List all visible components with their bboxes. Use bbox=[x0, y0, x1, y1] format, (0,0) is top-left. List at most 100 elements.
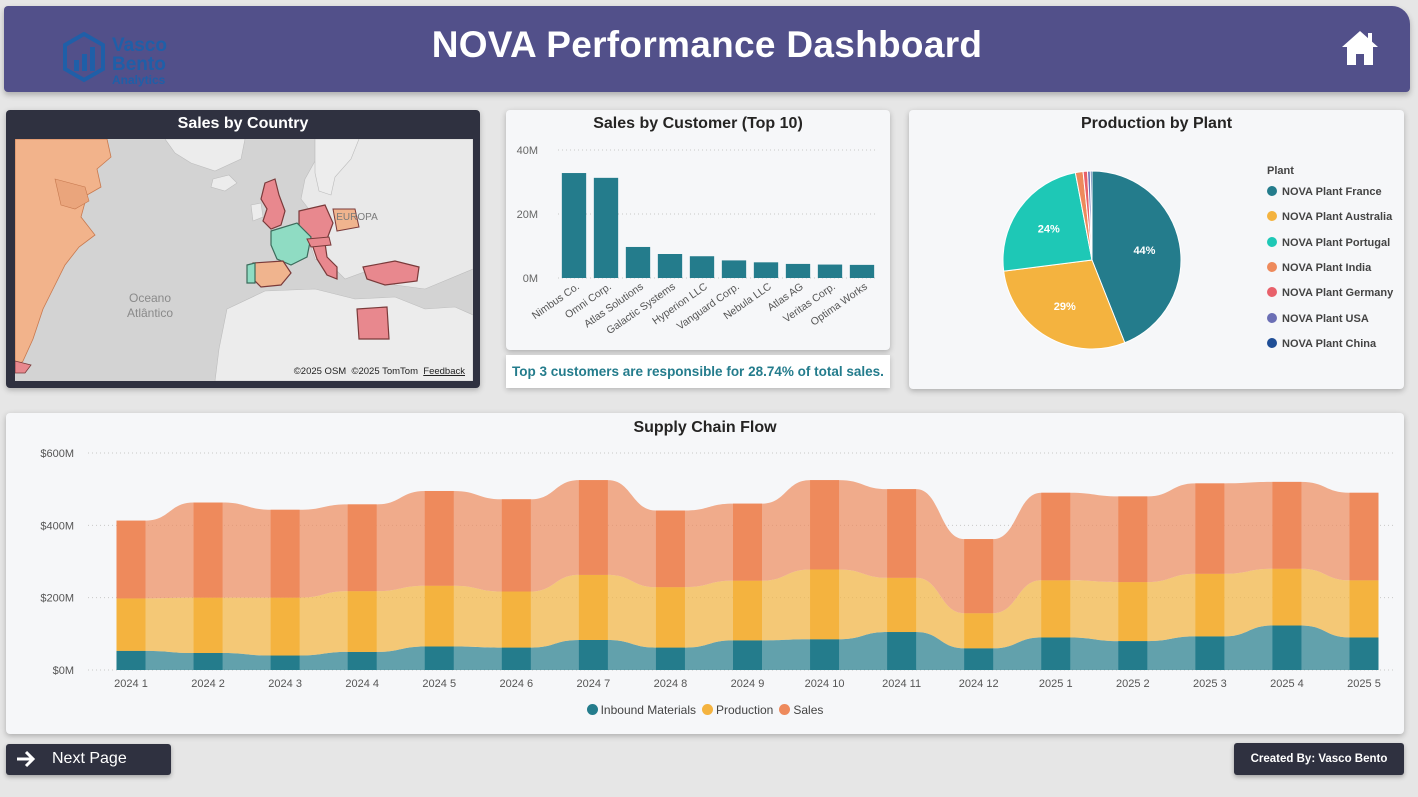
pie-slice[interactable] bbox=[1003, 259, 1126, 350]
bar[interactable] bbox=[561, 173, 587, 278]
pie-legend-item[interactable]: NOVA Plant Portugal bbox=[1267, 236, 1390, 249]
stacked-bar-segment[interactable] bbox=[655, 587, 685, 648]
stacked-bar-segment[interactable] bbox=[810, 639, 840, 670]
feedback-link[interactable]: Feedback bbox=[423, 366, 465, 377]
pie-legend-item[interactable]: NOVA Plant China bbox=[1267, 337, 1376, 350]
flow-legend-item[interactable]: Inbound Materials bbox=[586, 703, 696, 717]
country-egypt[interactable] bbox=[356, 306, 390, 340]
stacked-bar-segment[interactable] bbox=[578, 639, 608, 670]
y-tick-label: 20M bbox=[517, 209, 538, 221]
arrow-right-icon bbox=[17, 750, 36, 768]
stacked-bar-segment[interactable] bbox=[964, 648, 994, 670]
stacked-bar-segment[interactable] bbox=[193, 502, 223, 598]
bar[interactable] bbox=[689, 256, 715, 278]
stacked-bar-segment[interactable] bbox=[733, 503, 762, 581]
bar[interactable] bbox=[657, 254, 683, 278]
stacked-bar-segment[interactable] bbox=[1349, 492, 1379, 581]
land-ireland bbox=[250, 202, 264, 222]
flow-legend-item[interactable]: Sales bbox=[779, 703, 823, 717]
legend-label: NOVA Plant India bbox=[1282, 261, 1372, 274]
pie-legend-item[interactable]: NOVA Plant Australia bbox=[1267, 211, 1392, 223]
stacked-bar-segment[interactable] bbox=[193, 653, 223, 670]
stacked-bar-segment[interactable] bbox=[1195, 636, 1225, 670]
stacked-bar-segment[interactable] bbox=[270, 597, 300, 656]
stacked-bar-segment[interactable] bbox=[424, 585, 454, 647]
pie-legend-item[interactable]: NOVA Plant Germany bbox=[1267, 287, 1393, 299]
stacked-bar-segment[interactable] bbox=[193, 597, 223, 654]
stacked-bar-segment[interactable] bbox=[1349, 580, 1379, 638]
stacked-bar-segment[interactable] bbox=[1349, 637, 1379, 670]
stacked-bar-segment[interactable] bbox=[347, 651, 377, 670]
bar[interactable] bbox=[625, 246, 651, 278]
stacked-bar-segment[interactable] bbox=[733, 580, 762, 641]
country-austria[interactable] bbox=[306, 236, 332, 248]
bar[interactable] bbox=[721, 260, 747, 278]
stacked-bar-segment[interactable] bbox=[1041, 492, 1071, 581]
pie-legend-item[interactable]: NOVA Plant USA bbox=[1267, 312, 1369, 325]
stacked-bar-segment[interactable] bbox=[964, 539, 994, 614]
stacked-bar-segment[interactable] bbox=[1195, 483, 1225, 574]
stacked-bar-segment[interactable] bbox=[810, 569, 840, 640]
country-region-north-america[interactable] bbox=[15, 139, 112, 370]
stacked-bar-segment[interactable] bbox=[1041, 637, 1071, 670]
stacked-bar-segment[interactable] bbox=[655, 647, 685, 670]
stacked-bar-segment[interactable] bbox=[887, 632, 917, 670]
stacked-bar-segment[interactable] bbox=[116, 650, 146, 670]
x-tick-label: 2024 11 bbox=[882, 678, 921, 690]
stacked-bar-segment[interactable] bbox=[578, 480, 608, 575]
ocean-label-2: Atlântico bbox=[127, 306, 173, 320]
pie-legend-item[interactable]: NOVA Plant India bbox=[1267, 261, 1372, 274]
stacked-bar-segment[interactable] bbox=[1041, 580, 1071, 638]
stacked-bar-segment[interactable] bbox=[733, 640, 762, 670]
country-france[interactable] bbox=[270, 222, 312, 266]
stacked-bar-segment[interactable] bbox=[424, 490, 454, 586]
stacked-bar-segment[interactable] bbox=[655, 510, 685, 588]
pie-slice[interactable] bbox=[1002, 171, 1093, 272]
stacked-bar-segment[interactable] bbox=[887, 577, 917, 633]
country-turkey[interactable] bbox=[362, 260, 420, 286]
stacked-bar-segment[interactable] bbox=[887, 489, 917, 578]
stacked-bar-segment[interactable] bbox=[1118, 582, 1148, 642]
legend-dot-icon bbox=[1267, 236, 1277, 247]
home-icon[interactable] bbox=[1340, 28, 1380, 68]
pie-slice-label: 44% bbox=[1133, 245, 1155, 257]
country-portugal[interactable] bbox=[246, 262, 256, 284]
stacked-bar-segment[interactable] bbox=[116, 598, 146, 651]
stacked-bar-segment[interactable] bbox=[1272, 625, 1302, 670]
stacked-bar-segment[interactable] bbox=[347, 504, 377, 592]
country-uk[interactable] bbox=[260, 178, 286, 230]
bar[interactable] bbox=[753, 262, 779, 278]
plants-pie-chart: 44% 29% 24% bbox=[1002, 170, 1182, 350]
stacked-bar-segment[interactable] bbox=[270, 509, 300, 598]
stacked-bar-segment[interactable] bbox=[578, 574, 608, 640]
country-caribbean[interactable] bbox=[15, 360, 32, 374]
stacked-bar-segment[interactable] bbox=[810, 480, 840, 570]
stacked-bar-segment[interactable] bbox=[1272, 568, 1302, 626]
pie-slice[interactable] bbox=[1089, 170, 1093, 261]
pie-legend-item[interactable]: NOVA Plant France bbox=[1267, 186, 1382, 198]
credit-tomtom: ©2025 TomTom bbox=[351, 366, 418, 377]
flow-legend-item[interactable]: Production bbox=[701, 703, 773, 717]
stacked-bar-segment[interactable] bbox=[1272, 481, 1302, 569]
stacked-bar-segment[interactable] bbox=[1118, 496, 1148, 583]
stacked-bar-segment[interactable] bbox=[1195, 573, 1225, 637]
stacked-bar-segment[interactable] bbox=[347, 591, 377, 652]
stacked-bar-segment[interactable] bbox=[116, 520, 146, 599]
stacked-bar-segment[interactable] bbox=[424, 646, 454, 670]
country-region-canada-east[interactable] bbox=[54, 178, 90, 210]
stacked-bar-segment[interactable] bbox=[964, 613, 994, 649]
bar[interactable] bbox=[817, 264, 843, 278]
stacked-bar-segment[interactable] bbox=[270, 655, 300, 670]
next-page-button[interactable]: Next Page bbox=[6, 744, 171, 775]
country-poland[interactable] bbox=[332, 208, 360, 232]
bar[interactable] bbox=[849, 264, 875, 278]
stacked-bar-segment[interactable] bbox=[501, 499, 531, 592]
stacked-bar-segment[interactable] bbox=[501, 647, 531, 670]
bar[interactable] bbox=[785, 263, 811, 278]
stacked-bar-segment[interactable] bbox=[1118, 641, 1148, 670]
y-tick-label: $200M bbox=[40, 593, 74, 605]
stacked-bar-segment[interactable] bbox=[501, 591, 531, 648]
pie-slice[interactable] bbox=[1091, 170, 1182, 344]
bar[interactable] bbox=[593, 177, 619, 278]
sales-map[interactable]: Oceano Atlântico EUROPA ©2025 OSM ©2025 … bbox=[15, 139, 473, 381]
